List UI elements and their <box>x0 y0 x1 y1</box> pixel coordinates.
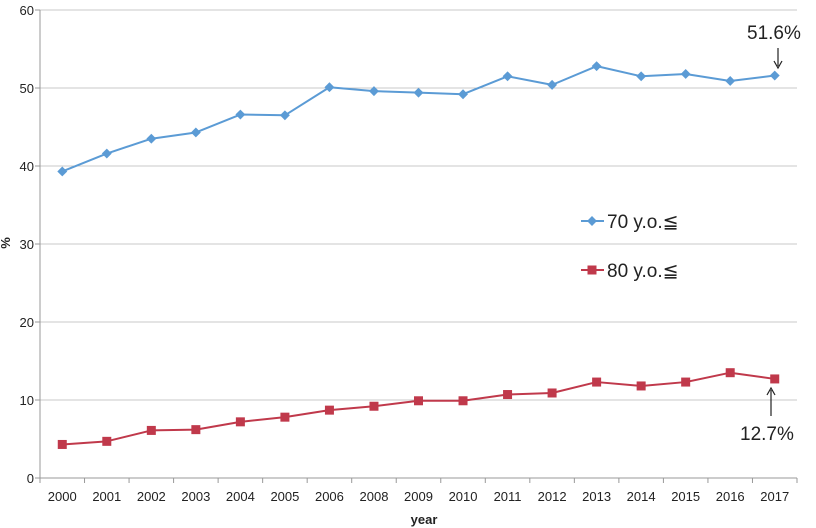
series-70 <box>57 61 780 177</box>
x-tick-labels: 2000 2001 2002 2003 2004 2005 2006 2008 2009 2010… <box>39 478 798 504</box>
data-point <box>636 71 647 82</box>
y-tick-labels: 0 10 20 30 40 50 60 <box>20 3 34 486</box>
annotation-arrowhead-70 <box>773 60 783 70</box>
x-tick-label: 2011 <box>494 489 522 504</box>
series-line <box>62 371 775 446</box>
legend-marker-80 <box>587 265 597 275</box>
data-point <box>191 425 201 435</box>
y-tick-label: 0 <box>27 471 34 486</box>
legend-label-80: 80 y.o.≦ <box>607 261 679 282</box>
legend-item-80: 80 y.o.≦ <box>581 261 679 282</box>
annotations: 51.6% 12.7% <box>740 23 801 445</box>
data-point <box>146 133 157 144</box>
x-tick-label: 2000 <box>48 489 77 504</box>
data-point <box>503 390 513 400</box>
y-tick-label: 20 <box>20 315 34 330</box>
x-axis-title: year <box>411 512 438 527</box>
x-tick-label: 2016 <box>716 489 745 504</box>
data-point <box>235 109 246 120</box>
y-tick-label: 30 <box>20 237 34 252</box>
x-tick-label: 2001 <box>92 489 121 504</box>
data-point <box>458 396 468 406</box>
data-point <box>414 396 423 406</box>
data-point <box>324 82 335 93</box>
legend: 70 y.o.≦ 80 y.o.≦ <box>581 212 679 282</box>
data-point <box>769 70 780 81</box>
series-80 <box>57 368 780 449</box>
data-point <box>280 412 290 422</box>
y-tick-label: 60 <box>20 3 34 18</box>
y-axis-title: % <box>0 237 13 249</box>
data-point <box>592 377 602 387</box>
data-point <box>502 71 513 82</box>
x-tick-label: 2015 <box>671 489 700 504</box>
data-point <box>636 381 646 391</box>
data-point <box>591 61 602 72</box>
data-point <box>57 439 67 449</box>
data-point <box>458 89 468 100</box>
y-tick-label: 50 <box>20 81 34 96</box>
data-point <box>547 79 558 90</box>
data-point <box>725 76 736 86</box>
data-point <box>680 69 691 79</box>
series-line <box>61 65 775 173</box>
data-point <box>681 377 691 387</box>
y-tick-label: 40 <box>20 159 34 174</box>
data-point <box>279 110 290 121</box>
x-tick-label: 2009 <box>404 489 433 504</box>
legend-marker-70 <box>587 216 597 226</box>
series-group <box>57 61 780 449</box>
x-tick-label: 2012 <box>538 489 567 504</box>
data-point <box>324 405 334 415</box>
x-tick-label: 2002 <box>137 489 166 504</box>
x-tick-label: 2014 <box>627 489 656 504</box>
annotation-70-2017: 51.6% <box>747 23 801 44</box>
x-tick-label: 2006 <box>315 489 344 504</box>
data-point <box>413 87 424 98</box>
x-tick-label: 2004 <box>226 489 255 504</box>
y-tick-label: 10 <box>20 393 34 408</box>
annotation-arrowhead-80 <box>766 386 776 396</box>
data-point <box>369 401 379 411</box>
legend-item-70: 70 y.o.≦ <box>581 212 679 233</box>
x-tick-label: 2008 <box>360 489 389 504</box>
data-point <box>725 368 735 378</box>
annotation-80-2017: 12.7% <box>740 424 794 445</box>
data-point <box>102 436 112 446</box>
x-tick-label: 2017 <box>760 489 789 504</box>
x-tick-label: 2003 <box>181 489 210 504</box>
data-point <box>57 166 68 177</box>
axes <box>39 10 797 479</box>
data-point <box>190 127 201 138</box>
x-tick-label: 2005 <box>270 489 299 504</box>
x-tick-label: 2010 <box>449 489 478 504</box>
gridlines <box>35 9 797 479</box>
data-point <box>235 417 245 427</box>
data-point <box>547 388 557 398</box>
x-tick-label: 2013 <box>582 489 611 504</box>
data-point <box>770 374 780 384</box>
legend-label-70: 70 y.o.≦ <box>607 212 679 233</box>
data-point <box>101 148 112 159</box>
data-point <box>146 425 156 435</box>
